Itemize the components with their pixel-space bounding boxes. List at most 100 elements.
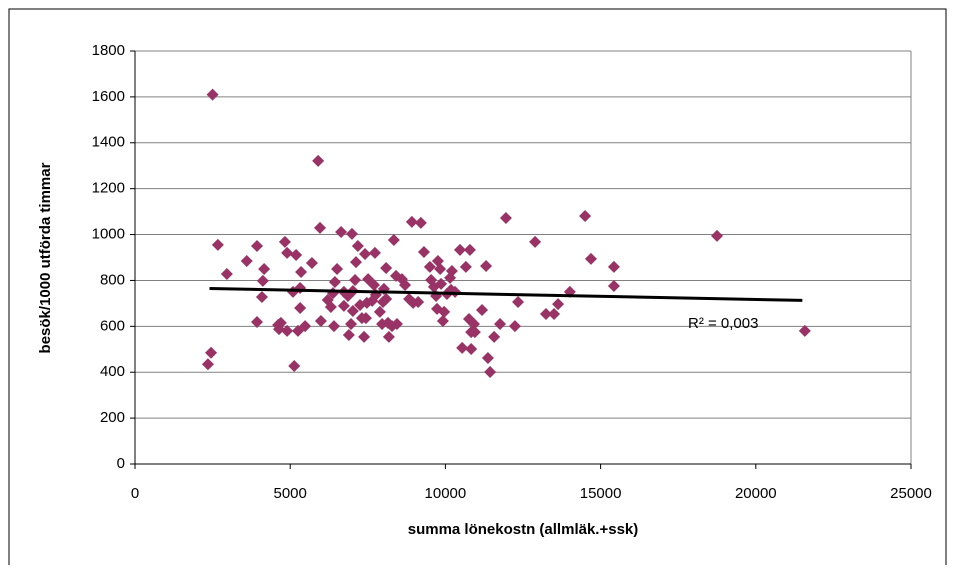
point xyxy=(529,235,542,248)
x-axis-title: summa lönekostn (allmläk.+ssk) xyxy=(408,521,639,538)
point xyxy=(331,262,344,275)
point xyxy=(579,209,592,222)
point xyxy=(434,262,447,275)
y-tick-label: 1400 xyxy=(92,134,125,151)
point xyxy=(358,330,371,343)
point xyxy=(346,304,359,317)
y-tick-label: 400 xyxy=(100,363,125,380)
point xyxy=(456,341,469,354)
point xyxy=(281,324,294,337)
y-tick-label: 0 xyxy=(117,455,125,472)
point xyxy=(387,234,400,247)
point xyxy=(255,290,268,303)
point xyxy=(508,320,521,333)
point xyxy=(380,262,393,275)
point xyxy=(417,245,430,258)
y-tick-label: 800 xyxy=(100,271,125,288)
point xyxy=(359,248,372,261)
chart-border xyxy=(8,8,947,570)
trendline xyxy=(209,286,803,302)
point xyxy=(476,304,489,317)
point xyxy=(240,254,253,267)
point xyxy=(467,318,480,331)
point xyxy=(281,246,294,259)
point xyxy=(445,265,458,278)
x-tick-label: 10000 xyxy=(425,485,467,502)
point xyxy=(273,323,286,336)
point xyxy=(327,320,340,333)
x-tick-label: 5000 xyxy=(274,485,307,502)
point xyxy=(423,260,436,273)
point xyxy=(312,154,325,167)
point xyxy=(548,307,561,320)
point xyxy=(798,324,811,337)
point xyxy=(211,238,224,251)
point xyxy=(463,243,476,256)
y-tick-label: 1600 xyxy=(92,88,125,105)
point xyxy=(368,279,381,292)
point xyxy=(539,307,552,320)
point xyxy=(382,330,395,343)
point xyxy=(220,268,233,281)
point xyxy=(313,221,326,234)
y-axis-title: besök/1000 utförda timmar xyxy=(37,162,54,353)
point xyxy=(250,240,263,253)
point xyxy=(350,256,363,269)
point xyxy=(205,346,218,359)
point xyxy=(488,330,501,343)
y-tick-label: 1000 xyxy=(92,226,125,243)
point xyxy=(290,248,303,261)
point xyxy=(468,326,481,339)
point xyxy=(345,227,358,240)
point xyxy=(499,212,512,225)
point xyxy=(380,293,393,306)
point xyxy=(342,329,355,342)
x-tick-label: 0 xyxy=(131,485,139,502)
point xyxy=(201,358,214,371)
point xyxy=(288,360,301,373)
point xyxy=(299,320,312,333)
point xyxy=(414,216,427,229)
point xyxy=(258,262,271,275)
point xyxy=(481,351,494,364)
x-tick-label: 20000 xyxy=(735,485,777,502)
y-tick-label: 1800 xyxy=(92,42,125,59)
point xyxy=(359,312,372,325)
point xyxy=(256,274,269,287)
point xyxy=(390,318,403,331)
point xyxy=(399,279,412,292)
point xyxy=(436,315,449,328)
point xyxy=(552,298,565,311)
point xyxy=(584,252,597,265)
point xyxy=(305,257,318,270)
point xyxy=(373,305,386,318)
point xyxy=(368,246,381,259)
point xyxy=(607,260,620,273)
point xyxy=(206,88,219,101)
point xyxy=(328,276,341,289)
point xyxy=(484,365,497,378)
point xyxy=(453,243,466,256)
y-tick-label: 600 xyxy=(100,317,125,334)
point xyxy=(349,273,362,286)
point xyxy=(337,299,350,312)
point xyxy=(294,301,307,314)
x-tick-label: 25000 xyxy=(890,485,932,502)
point xyxy=(711,229,723,242)
y-tick-label: 200 xyxy=(100,409,125,426)
point xyxy=(351,240,364,253)
point xyxy=(459,260,472,273)
point xyxy=(607,279,620,292)
r-squared-label: R² = 0,003 xyxy=(688,315,758,332)
point xyxy=(494,318,507,331)
x-tick-label: 15000 xyxy=(580,485,622,502)
point xyxy=(250,315,263,328)
point xyxy=(324,301,337,314)
point xyxy=(405,215,418,228)
point xyxy=(345,318,358,331)
y-tick-label: 1200 xyxy=(92,180,125,197)
point xyxy=(278,235,291,248)
point xyxy=(412,296,425,309)
point xyxy=(480,259,493,272)
